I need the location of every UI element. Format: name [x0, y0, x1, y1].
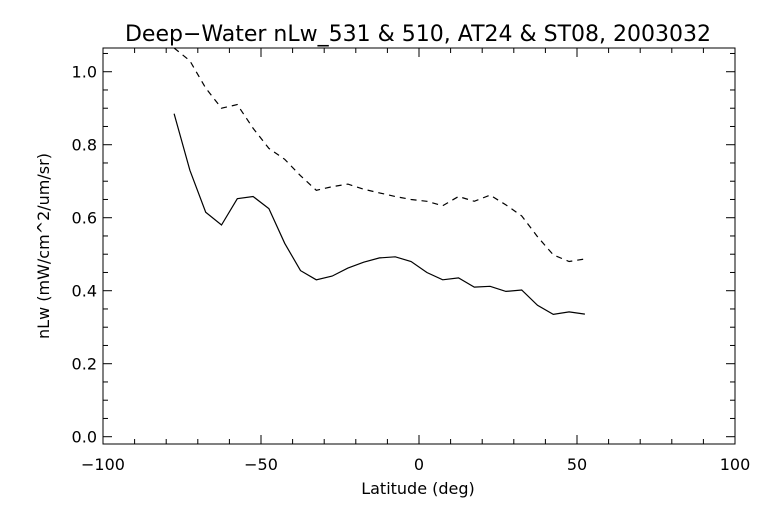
plot-frame	[102, 47, 736, 445]
series-solid-line	[173, 113, 585, 316]
series-dashed-line	[173, 47, 585, 263]
chart-title: Deep−Water nLw_531 & 510, AT24 & ST08, 2…	[125, 22, 711, 47]
y-tick-label: 1.0	[72, 63, 97, 82]
x-tick-label: 100	[720, 455, 751, 474]
y-tick-labels: 0.0 0.2 0.4 0.6 0.8 1.0	[72, 63, 97, 447]
y-tick-label: 0.0	[72, 428, 97, 447]
x-tick-label: 50	[567, 455, 587, 474]
x-tick-labels: −100 −50 0 50 100	[81, 455, 750, 474]
x-tick-label: 0	[414, 455, 424, 474]
y-tick-label: 0.6	[72, 209, 97, 228]
x-tick-label: −100	[81, 455, 125, 474]
y-axis-label: nLw (mW/cm^2/um/sr)	[34, 153, 53, 339]
axis-ticks	[102, 48, 736, 444]
x-tick-label: −50	[244, 455, 278, 474]
series-layer	[173, 47, 585, 316]
y-tick-label: 0.2	[72, 355, 97, 374]
y-tick-label: 0.4	[72, 282, 97, 301]
y-tick-label: 0.8	[72, 136, 97, 155]
x-axis-label: Latitude (deg)	[361, 479, 475, 498]
